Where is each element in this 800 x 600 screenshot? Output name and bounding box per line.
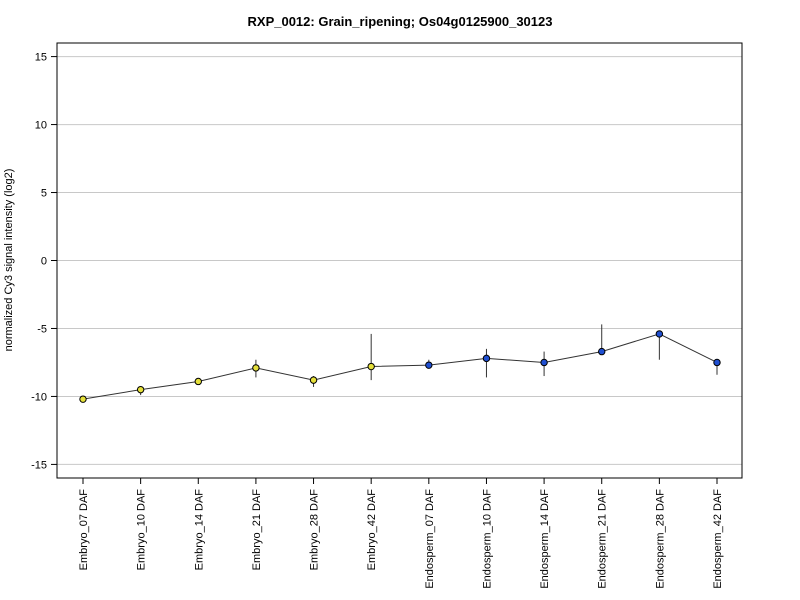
- data-point: [252, 364, 260, 372]
- data-point: [713, 358, 721, 367]
- y-axis-label: normalized Cy3 signal intensity (log2): [3, 169, 15, 352]
- data-point: [598, 347, 606, 356]
- y-tick-label: 0: [41, 256, 47, 268]
- y-tick-label: 15: [35, 52, 47, 64]
- x-tick-label: Endosperm_10 DAF: [481, 489, 493, 589]
- data-point: [79, 395, 87, 403]
- data-point: [367, 362, 375, 371]
- x-tick-label: Embryo_42 DAF: [366, 489, 378, 571]
- data-point: [655, 330, 664, 338]
- data-point: [309, 376, 318, 384]
- data-point: [540, 358, 548, 367]
- data-point: [482, 354, 491, 363]
- x-tick-label: Embryo_21 DAF: [251, 489, 263, 571]
- data-point: [136, 385, 145, 394]
- y-tick-label: 10: [35, 120, 47, 132]
- chart-title: RXP_0012: Grain_ripening; Os04g0125900_3…: [248, 14, 553, 29]
- data-series: [79, 324, 721, 403]
- x-tick-label: Embryo_28 DAF: [309, 489, 321, 571]
- x-tick-label: Endosperm_28 DAF: [654, 489, 666, 589]
- y-tick-label: -5: [37, 323, 47, 335]
- x-tick-label: Endosperm_42 DAF: [712, 489, 724, 589]
- gridlines: [57, 56, 742, 465]
- y-tick-label: -10: [31, 391, 47, 403]
- y-tick-label: -15: [31, 459, 47, 471]
- x-tick-label: Endosperm_14 DAF: [539, 489, 551, 589]
- x-tick-label: Endosperm_21 DAF: [597, 489, 609, 589]
- plot-frame: [56, 42, 743, 479]
- x-tick-label: Embryo_07 DAF: [78, 489, 90, 571]
- data-point: [194, 377, 202, 386]
- data-point: [425, 361, 433, 369]
- x-tick-label: Endosperm_07 DAF: [424, 489, 436, 589]
- series-line: [82, 333, 718, 400]
- x-tick-label: Embryo_10 DAF: [136, 489, 148, 571]
- x-tick-label: Embryo_14 DAF: [193, 489, 205, 571]
- axes: -15 -10 -5 0 5 10 15 Embryo_07 DAF Embryo_10 DAF…: [31, 52, 724, 589]
- y-tick-label: 5: [41, 188, 47, 200]
